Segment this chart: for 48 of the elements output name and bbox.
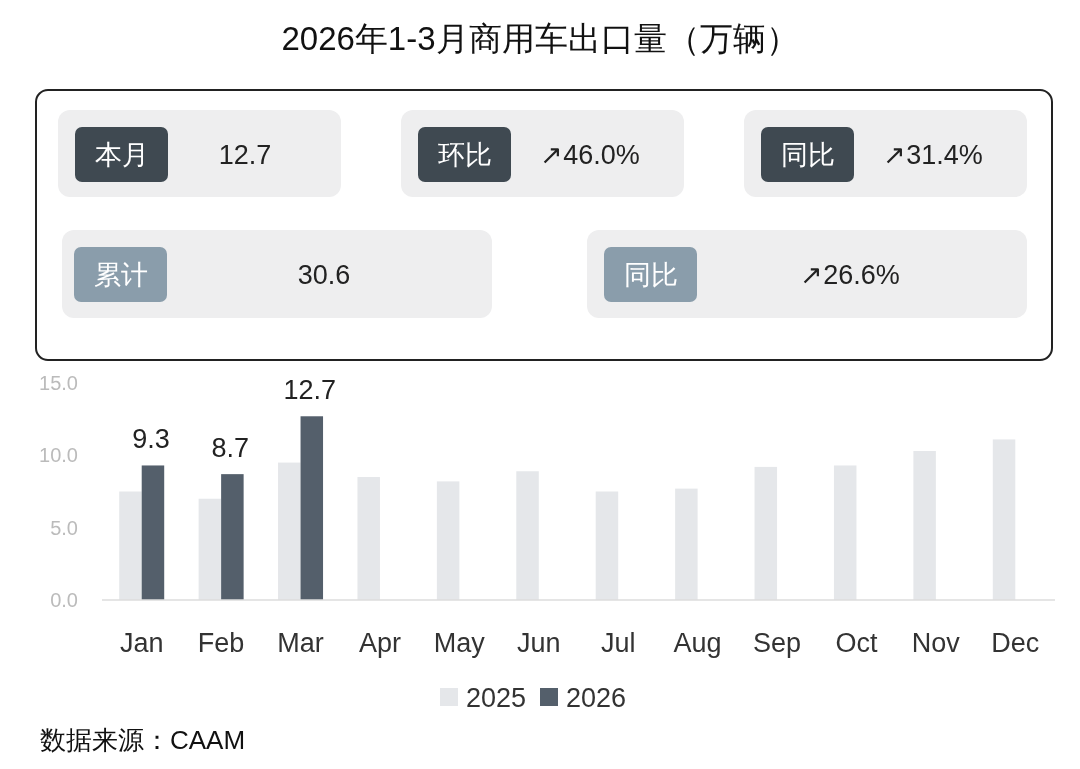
text: 同比 bbox=[623, 260, 678, 290]
x-tick-label: Sep bbox=[753, 628, 802, 658]
data-label: 12.7 bbox=[283, 375, 337, 406]
x-tick-label: Dec bbox=[991, 628, 1040, 658]
bar bbox=[300, 416, 324, 600]
x-tick-label: Feb bbox=[197, 628, 245, 658]
y-tick-label: 10.0 bbox=[39, 444, 78, 467]
data-label: 9.3 bbox=[132, 424, 170, 455]
text: 12.7 bbox=[218, 140, 272, 170]
bar bbox=[278, 462, 301, 600]
legend-label: 2026 bbox=[566, 683, 627, 713]
text: ↗46.0% bbox=[540, 140, 640, 170]
text: 30.6 bbox=[297, 260, 351, 290]
data-label: 8.7 bbox=[211, 433, 250, 464]
x-tick-label: Mar bbox=[277, 628, 324, 658]
x-tick-label: Jan bbox=[119, 628, 164, 658]
bar bbox=[754, 466, 778, 600]
bar bbox=[913, 450, 936, 600]
bar bbox=[141, 465, 165, 600]
bar bbox=[198, 498, 222, 600]
y-tick-label: 15.0 bbox=[39, 372, 78, 394]
x-tick-label: Apr bbox=[358, 628, 401, 658]
bar bbox=[357, 477, 380, 600]
y-tick-label: 5.0 bbox=[50, 516, 78, 539]
text: 累计 bbox=[93, 260, 148, 290]
x-tick-label: Jul bbox=[600, 628, 636, 658]
bar bbox=[119, 491, 142, 600]
text: ↗26.6% bbox=[800, 260, 900, 290]
text: 2026年1-3月商用车出口量（万辆） bbox=[281, 20, 799, 57]
source-note: 数据来源：CAAM bbox=[40, 725, 246, 755]
text: 同比 bbox=[780, 140, 835, 170]
bar bbox=[221, 474, 244, 600]
text: ↗31.4% bbox=[883, 140, 983, 170]
y-tick-label: 0.0 bbox=[50, 589, 78, 611]
bar bbox=[833, 465, 857, 600]
x-tick-label: Oct bbox=[835, 628, 878, 658]
bar bbox=[516, 471, 539, 600]
x-tick-label: Aug bbox=[673, 628, 722, 658]
bar bbox=[675, 488, 698, 600]
bar bbox=[595, 491, 619, 600]
bar bbox=[436, 481, 460, 600]
text: 本月 bbox=[94, 140, 149, 170]
legend-label: 2025 bbox=[466, 683, 527, 713]
x-tick-label: May bbox=[433, 628, 486, 658]
x-tick-label: Jun bbox=[517, 628, 561, 658]
x-tick-label: Nov bbox=[911, 628, 961, 658]
bar bbox=[992, 439, 1016, 600]
text: 环比 bbox=[437, 140, 492, 170]
